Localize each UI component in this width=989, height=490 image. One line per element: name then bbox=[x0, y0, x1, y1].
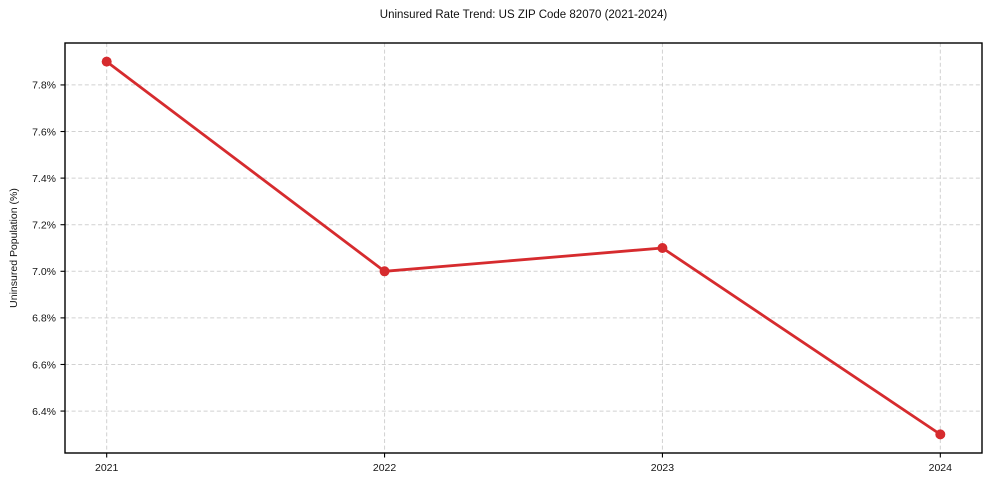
y-tick-label: 7.0% bbox=[32, 266, 56, 278]
y-tick-label: 6.8% bbox=[32, 313, 56, 325]
y-tick-label: 7.4% bbox=[32, 173, 56, 185]
y-tick-label: 6.6% bbox=[32, 359, 56, 371]
data-point-marker bbox=[379, 266, 390, 277]
trend-line bbox=[105, 60, 942, 436]
chart-title: Uninsured Rate Trend: US ZIP Code 82070 … bbox=[379, 9, 668, 21]
x-tick-label: 2024 bbox=[929, 462, 953, 474]
data-point-marker bbox=[935, 429, 946, 440]
y-tick-label: 6.4% bbox=[32, 406, 56, 418]
x-tick-label: 2022 bbox=[373, 462, 397, 474]
x-tick-label: 2023 bbox=[651, 462, 675, 474]
data-point-marker bbox=[101, 56, 112, 67]
data-point-marker bbox=[657, 243, 668, 253]
y-tick-label: 7.2% bbox=[32, 220, 56, 232]
y-tick-label: 7.6% bbox=[32, 126, 56, 138]
y-tick-label: 7.8% bbox=[32, 80, 56, 92]
plot-border bbox=[64, 42, 983, 454]
x-tick-label: 2021 bbox=[95, 462, 119, 474]
